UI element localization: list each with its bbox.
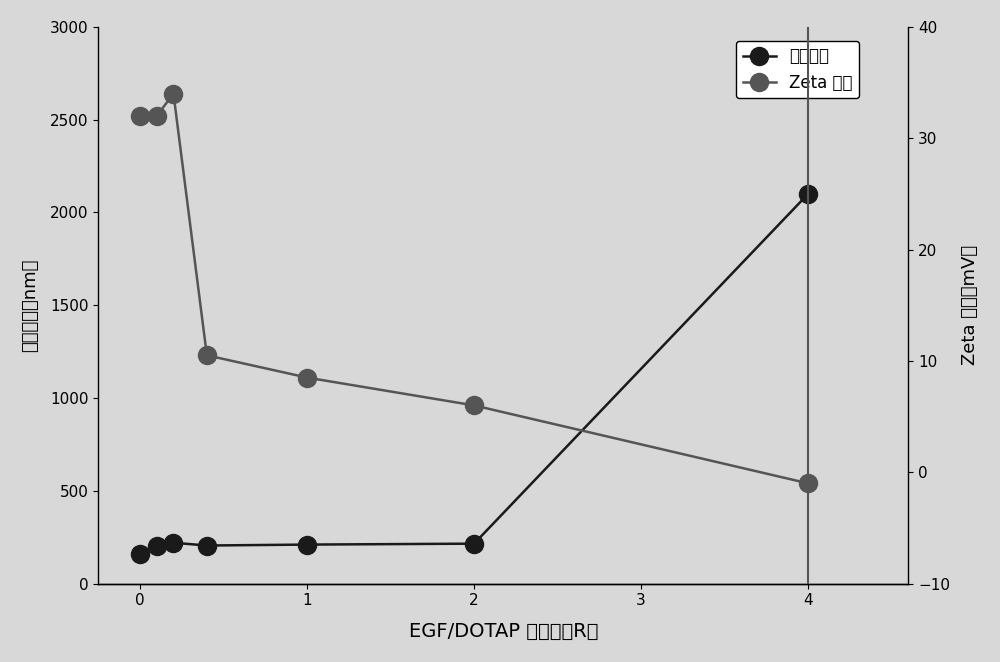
Zeta 电位 — [201, 352, 213, 359]
平均直径 — [134, 550, 146, 558]
Zeta 电位 — [134, 112, 146, 120]
平均直径 — [301, 541, 313, 549]
Y-axis label: 平均直径（nm）: 平均直径（nm） — [21, 258, 39, 352]
平均直径 — [468, 540, 480, 547]
Line: 平均直径: 平均直径 — [131, 185, 817, 563]
Zeta 电位 — [802, 479, 814, 487]
X-axis label: EGF/DOTAP 重量比（R）: EGF/DOTAP 重量比（R） — [409, 622, 598, 641]
Zeta 电位 — [151, 112, 163, 120]
Line: Zeta 电位: Zeta 电位 — [131, 85, 817, 493]
平均直径 — [802, 190, 814, 198]
平均直径 — [151, 542, 163, 550]
Zeta 电位 — [301, 373, 313, 381]
Zeta 电位 — [468, 401, 480, 409]
Y-axis label: Zeta 电位（mV）: Zeta 电位（mV） — [961, 245, 979, 365]
Zeta 电位 — [167, 89, 179, 97]
平均直径 — [201, 542, 213, 549]
平均直径 — [167, 539, 179, 547]
Legend: 平均直径, Zeta 电位: 平均直径, Zeta 电位 — [736, 41, 859, 99]
